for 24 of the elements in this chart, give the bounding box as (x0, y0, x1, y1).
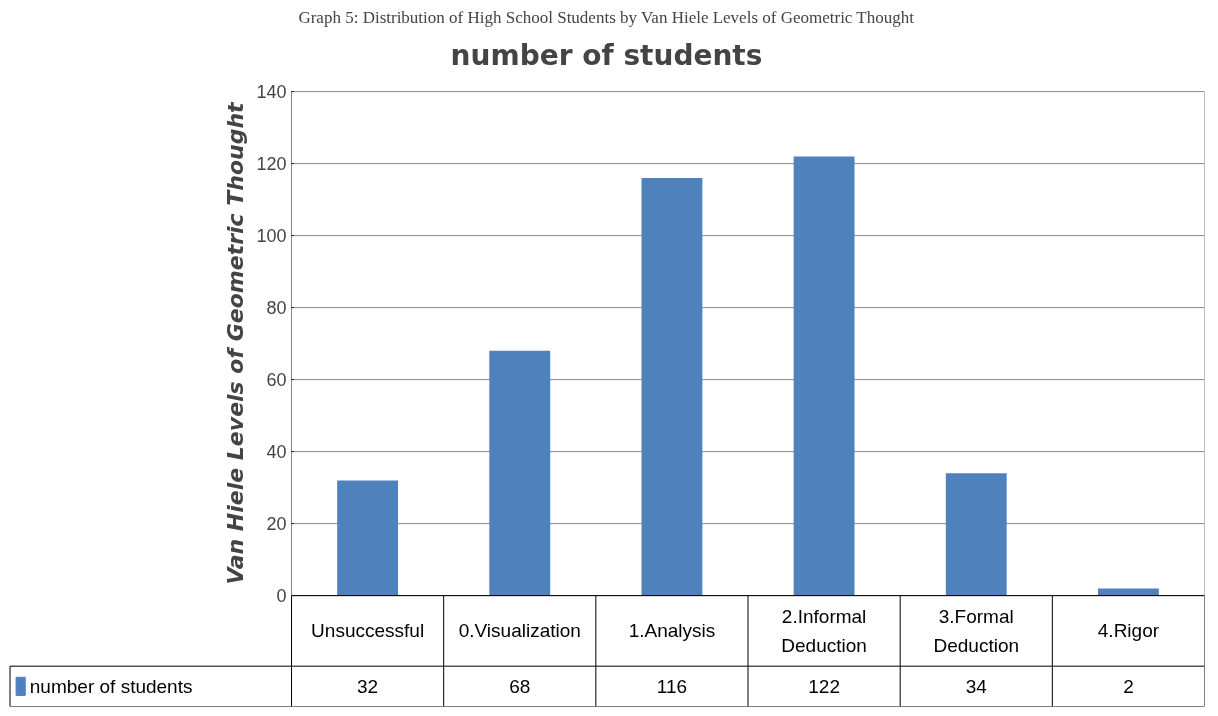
data-label: 68 (509, 675, 531, 697)
x-tick-label: 0.Visualization (458, 620, 581, 642)
data-label: 122 (808, 675, 840, 697)
data-label: 116 (656, 675, 688, 697)
legend-label: number of students (29, 675, 193, 697)
x-tick-label: 2.Informal Deduction (781, 606, 867, 656)
y-tick-label: 120 (256, 154, 287, 175)
x-tick-label: 4.Rigor (1097, 620, 1160, 642)
caption: Graph 5: Distribution of High School Students by Van Hiele Levels of Geometric Thought (298, 7, 915, 27)
x-tick-label: Unsuccessful (311, 620, 425, 642)
y-tick-label: 60 (266, 370, 287, 391)
data-label: 2 (1123, 675, 1134, 697)
y-tick-label: 0 (276, 586, 287, 607)
y-tick-label: 140 (256, 82, 287, 103)
y-tick-label: 100 (256, 226, 287, 247)
x-tick-label: 3.Formal Deduction (933, 606, 1020, 656)
data-label: 32 (357, 675, 379, 697)
y-tick-label: 80 (266, 298, 287, 319)
y-tick-label: 40 (266, 442, 287, 463)
y-axis-title: Van Hiele Levels of Geometric Thought (223, 100, 249, 585)
x-tick-label: 1.Analysis (628, 620, 716, 642)
data-label: 34 (965, 675, 988, 697)
y-tick-label: 20 (266, 514, 287, 535)
chart-title: number of students (450, 38, 763, 72)
